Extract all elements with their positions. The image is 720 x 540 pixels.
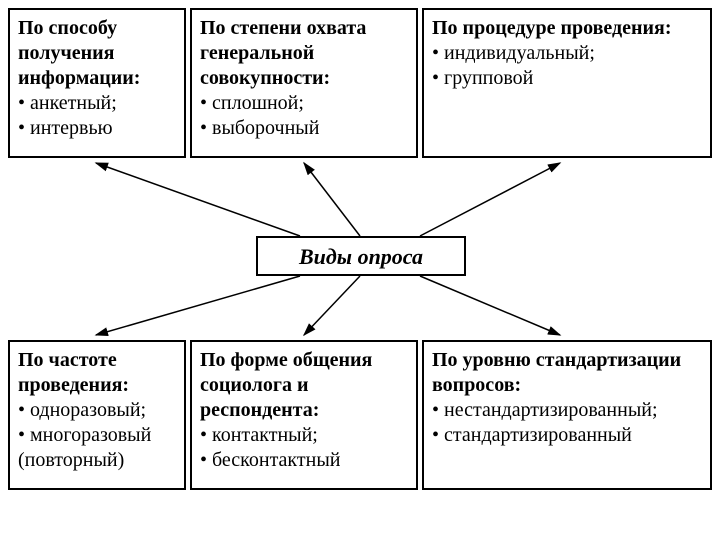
- center-label: Виды опроса: [299, 244, 423, 269]
- bullet-item: • стандартизированный: [432, 423, 702, 448]
- arrow: [96, 163, 300, 236]
- bullet-item: • сплошной;: [200, 91, 408, 116]
- box-items: • анкетный;• интервью: [18, 91, 176, 141]
- box-top-mid: По степени охвата генеральной совокупнос…: [190, 8, 418, 158]
- bullet-item: • бесконтактный: [200, 448, 408, 473]
- box-items: • сплошной;• выборочный: [200, 91, 408, 141]
- box-bottom-left: По частоте проведения: • одноразовый;• м…: [8, 340, 186, 490]
- bullet-item: • одноразовый;: [18, 398, 176, 423]
- box-items: • индивидуальный;• групповой: [432, 41, 702, 91]
- arrow: [420, 163, 560, 236]
- bullet-item: • контактный;: [200, 423, 408, 448]
- box-items: • нестандартизированный;• стандартизиров…: [432, 398, 702, 448]
- box-top-left: По способу получения информации: • анкет…: [8, 8, 186, 158]
- bullet-item: • индивидуальный;: [432, 41, 702, 66]
- box-title: По степени охвата генеральной совокупнос…: [200, 16, 408, 91]
- bullet-item: • анкетный;: [18, 91, 176, 116]
- box-title: По форме общения социолога и респондента…: [200, 348, 408, 423]
- bullet-item: • многоразовый (повторный): [18, 423, 176, 473]
- box-title: По способу получения информации:: [18, 16, 176, 91]
- bullet-item: • групповой: [432, 66, 702, 91]
- arrow: [304, 276, 360, 335]
- center-title-box: Виды опроса: [256, 236, 466, 276]
- box-items: • контактный;• бесконтактный: [200, 423, 408, 473]
- box-bottom-right: По уровню стандартизации вопросов: • нес…: [422, 340, 712, 490]
- arrow: [304, 163, 360, 236]
- box-title: По частоте проведения:: [18, 348, 176, 398]
- arrow: [420, 276, 560, 335]
- arrow: [96, 276, 300, 335]
- box-title: По процедуре проведения:: [432, 16, 702, 41]
- bullet-item: • интервью: [18, 116, 176, 141]
- box-bottom-mid: По форме общения социолога и респондента…: [190, 340, 418, 490]
- box-items: • одноразовый;• многоразовый (повторный): [18, 398, 176, 473]
- box-title: По уровню стандартизации вопросов:: [432, 348, 702, 398]
- bullet-item: • нестандартизированный;: [432, 398, 702, 423]
- bullet-item: • выборочный: [200, 116, 408, 141]
- box-top-right: По процедуре проведения: • индивидуальны…: [422, 8, 712, 158]
